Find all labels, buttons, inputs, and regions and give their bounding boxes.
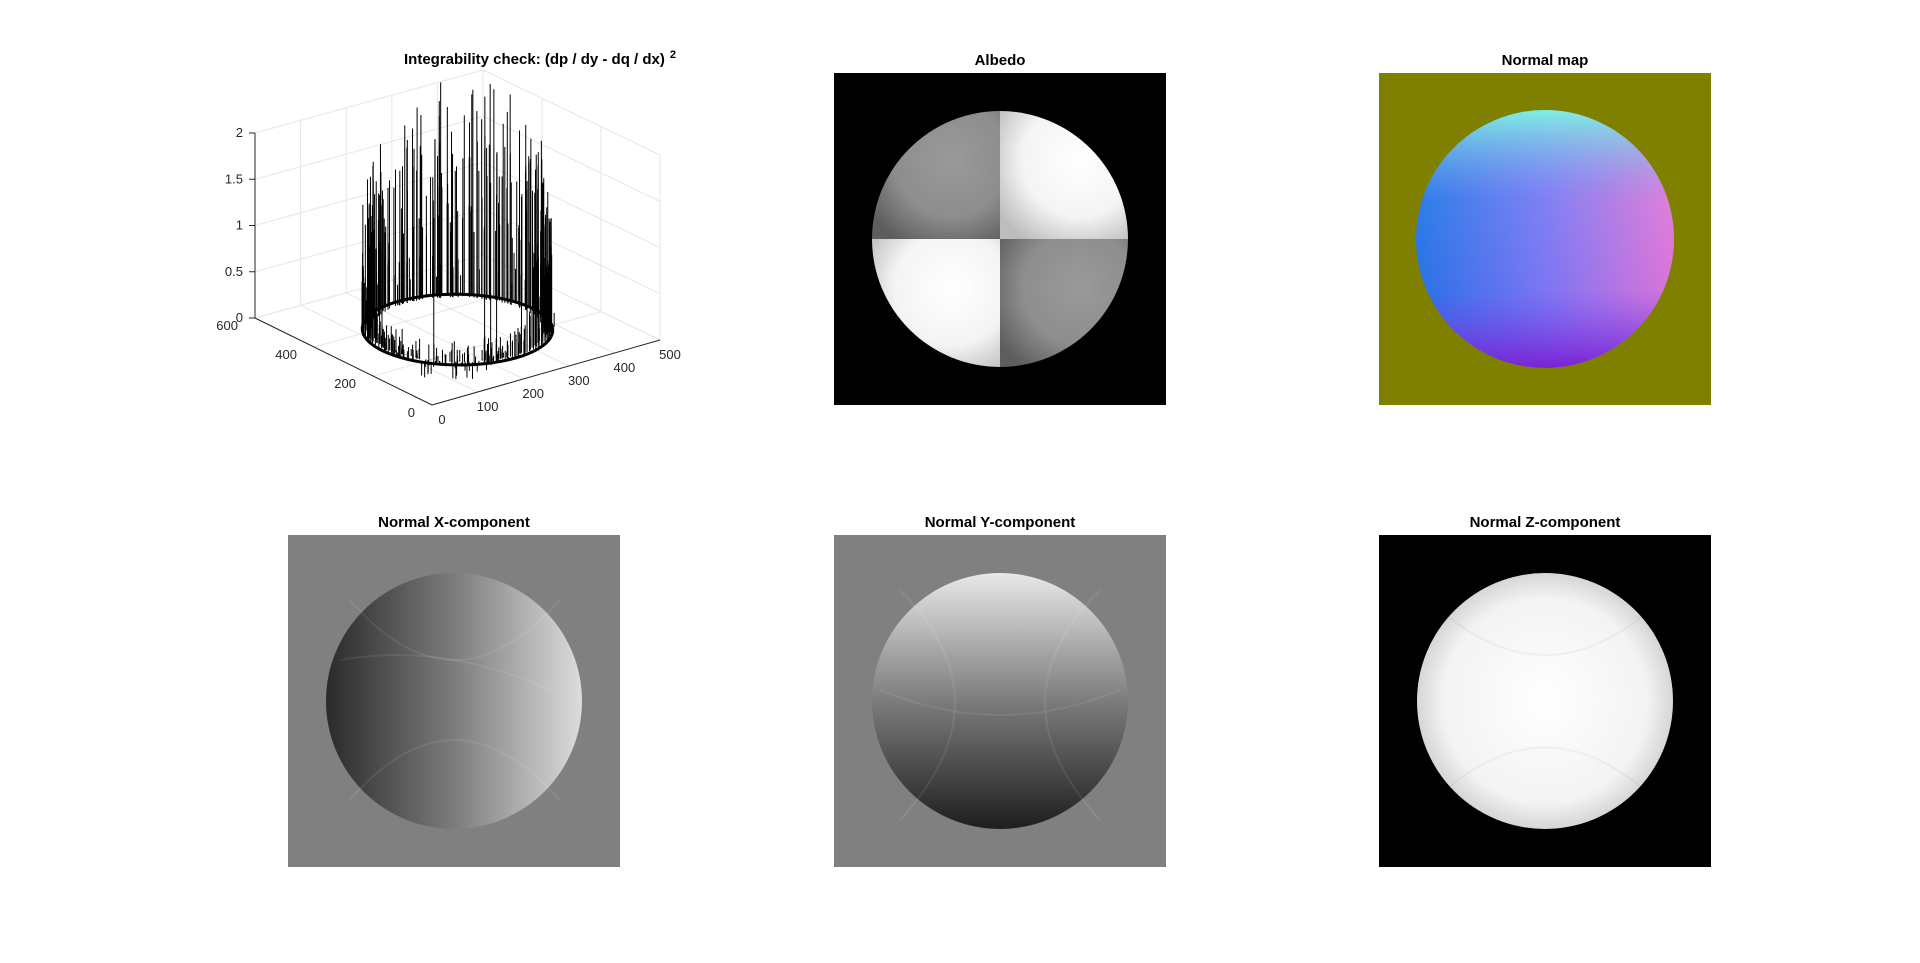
x-tick-label: 500 (659, 347, 681, 362)
z-tick-label: 0 (236, 310, 243, 325)
y-axis-line (254, 317, 433, 406)
z-gridline (254, 69, 661, 156)
normal-y-panel: Normal Y-component (834, 514, 1166, 867)
y-tick-label: 0 (408, 405, 415, 420)
normal-map-panel: Normal map (1379, 52, 1711, 405)
x-axis-line (431, 339, 661, 406)
integrability-panel: Integrability check: (dp / dy - dq / dx)… (216, 49, 681, 427)
y-floor-gridline (372, 311, 602, 377)
z-tick-label: 1 (236, 218, 243, 233)
integrability-title: Integrability check: (dp / dy - dq / dx)… (404, 49, 676, 68)
x-tick-label: 200 (522, 386, 544, 401)
y-tick-label: 400 (275, 347, 297, 362)
x-tick-label: 300 (568, 373, 590, 388)
y-tick-label: 600 (216, 318, 238, 333)
x-floor-gridline (345, 292, 524, 380)
z-tick-label: 1.5 (225, 171, 243, 186)
z-gridline (254, 115, 661, 202)
x-tick-label: 0 (438, 412, 445, 427)
x-floor-gridline (437, 267, 615, 354)
normal-z-image (1379, 535, 1711, 867)
z-tick-label: 2 (236, 125, 243, 140)
normal-x-panel: Normal X-component (288, 514, 620, 867)
albedo-panel: Albedo (834, 52, 1166, 405)
normal-z-title: Normal Z-component (1470, 514, 1621, 531)
y-floor-gridline (313, 282, 543, 348)
x-tick-label: 400 (614, 360, 636, 375)
albedo-image (834, 73, 1166, 405)
spike-ring-base (360, 292, 555, 367)
y-tick-label: 200 (334, 376, 356, 391)
integrability-spikes (360, 82, 555, 380)
normal-map-image (1379, 73, 1711, 405)
normal-y-title: Normal Y-component (925, 514, 1076, 531)
normal-y-image (834, 535, 1166, 867)
normal-x-title: Normal X-component (378, 514, 530, 531)
z-tick-label: 0.5 (225, 264, 243, 279)
x-tick-label: 100 (477, 399, 499, 414)
normal-map-title: Normal map (1502, 52, 1589, 69)
x-floor-gridline (482, 254, 661, 341)
albedo-title: Albedo (975, 52, 1026, 69)
normal-z-panel: Normal Z-component (1379, 514, 1711, 867)
normal-x-image (288, 535, 620, 867)
